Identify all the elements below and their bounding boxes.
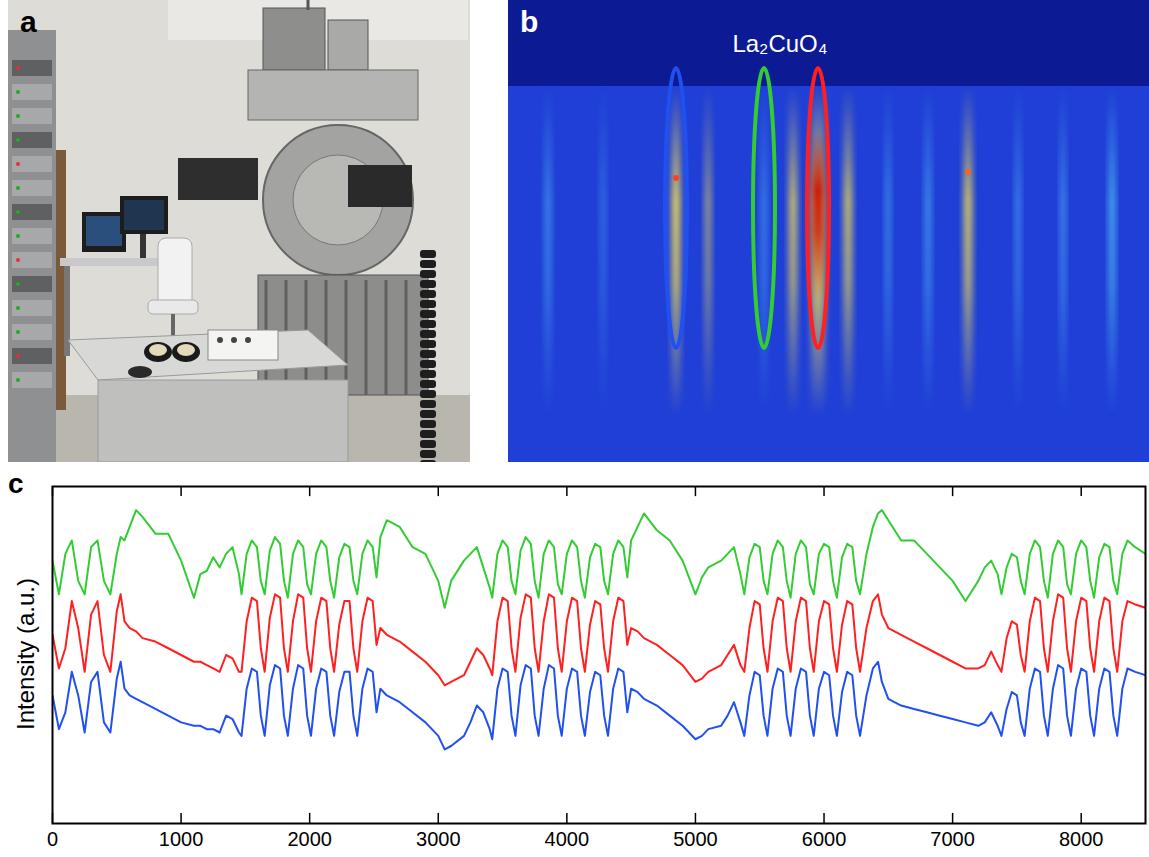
svg-text:6000: 6000 — [802, 828, 847, 850]
svg-text:La₂CuO₄: La₂CuO₄ — [732, 30, 827, 57]
svg-text:3000: 3000 — [416, 828, 461, 850]
svg-text:5000: 5000 — [673, 828, 718, 850]
svg-text:4000: 4000 — [545, 828, 590, 850]
svg-text:2000: 2000 — [287, 828, 332, 850]
svg-text:a: a — [20, 5, 37, 38]
html-text:c: c — [8, 468, 24, 499]
svg-text:b: b — [520, 5, 538, 38]
svg-text:8000: 8000 — [1059, 828, 1104, 850]
svg-text:7000: 7000 — [930, 828, 975, 850]
svg-text:1000: 1000 — [159, 828, 204, 850]
html-text:Intensity (a.u.): Intensity (a.u.) — [12, 578, 39, 730]
svg-text:0: 0 — [47, 828, 58, 850]
